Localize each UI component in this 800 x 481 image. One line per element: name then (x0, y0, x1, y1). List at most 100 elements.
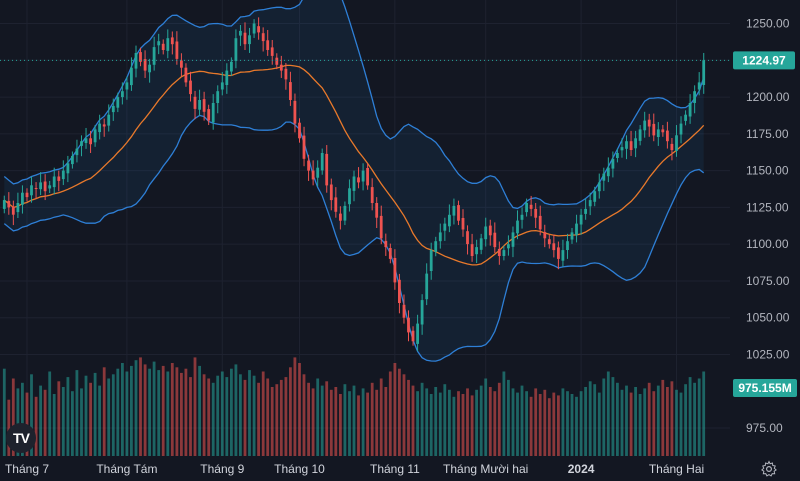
volume-bar (552, 392, 556, 456)
volume-bar (547, 398, 551, 456)
candle-body (652, 123, 656, 136)
candle-body (220, 82, 224, 90)
candle-body (302, 135, 306, 159)
candle-body (448, 214, 451, 227)
volume-bar (102, 367, 106, 456)
price-tick-label: 1125.00 (746, 200, 789, 214)
volume-bar (588, 381, 592, 456)
volume-bar (284, 377, 288, 456)
candle-body (84, 138, 88, 143)
volume-bar (220, 371, 224, 456)
candle-body (475, 247, 478, 255)
candle-body (543, 232, 547, 239)
candle-body (470, 244, 474, 256)
volume-bar (139, 357, 142, 456)
volume-bar (479, 385, 483, 456)
candle-body (670, 143, 674, 151)
volume-bar (475, 389, 478, 456)
tradingview-logo[interactable]: TV (6, 423, 36, 453)
volume-bar (597, 392, 601, 456)
settings-gear-icon[interactable] (760, 460, 778, 478)
candle-body (66, 163, 70, 174)
price-badges: 1224.97 975.155M (733, 51, 797, 397)
candle-body (361, 170, 365, 182)
volume-bar (684, 384, 687, 456)
volume-bar (161, 365, 165, 456)
volume-bar (325, 381, 329, 456)
candle-body (61, 170, 65, 180)
time-tick-label: 2024 (568, 462, 595, 476)
volume-bar (452, 396, 456, 456)
candle-body (93, 129, 97, 143)
volume-bar (493, 391, 497, 456)
volume-bar (675, 389, 678, 456)
volume-bar (252, 375, 256, 456)
volume-bar (329, 389, 333, 456)
candle-body (225, 70, 229, 85)
candle-body (80, 141, 83, 146)
volume-bar (634, 387, 637, 456)
price-tick-label: 1025.00 (746, 348, 790, 362)
volume-bar (529, 396, 533, 456)
volume-bar (216, 375, 220, 456)
candle-body (452, 205, 456, 216)
time-axis[interactable]: Tháng 7 Tháng Tám Tháng 9 Tháng 10 Tháng 11 T… (5, 462, 704, 476)
candle-body (675, 135, 678, 151)
volume-bar (593, 384, 597, 456)
candle-body (625, 141, 628, 149)
volume-bar (93, 372, 97, 456)
candle-body (148, 64, 151, 73)
candle-body (343, 205, 347, 221)
volume-bars (2, 357, 706, 456)
volume-bar (107, 378, 111, 456)
volume-bar (647, 382, 651, 456)
candle-body (243, 32, 247, 45)
volume-bar (334, 387, 338, 456)
volume-bar (61, 387, 65, 456)
candle-body (316, 167, 320, 178)
volume-bar (525, 391, 528, 456)
volume-bar (570, 394, 574, 456)
candle-body (102, 124, 106, 127)
candle-body (298, 122, 301, 139)
volume-bar (48, 371, 52, 456)
volume-bar (298, 363, 301, 456)
volume-bar (175, 367, 179, 456)
volume-bar (388, 371, 392, 456)
volume-bar (625, 385, 628, 456)
volume-bar (111, 374, 115, 456)
volume-bar (98, 385, 101, 456)
volume-bar (638, 394, 642, 456)
volume-bar (520, 385, 524, 456)
volume-bar (393, 363, 397, 456)
volume-bar (488, 387, 492, 456)
volume-bar (34, 396, 38, 456)
volume-bar (352, 385, 356, 456)
candle-body (48, 185, 52, 189)
volume-bar (116, 368, 120, 456)
volume-bar (470, 395, 474, 456)
candle-body (21, 192, 24, 205)
candle-body (557, 247, 560, 259)
price-tick-label: 1175.00 (746, 127, 789, 141)
volume-bar (502, 371, 506, 456)
candle-body (552, 243, 556, 251)
candle-body (284, 68, 288, 80)
candle-body (184, 67, 188, 83)
volume-bar (516, 392, 519, 456)
candle-body (130, 67, 133, 86)
volume-bar (448, 389, 451, 456)
candle-body (180, 60, 183, 68)
volume-bar (193, 357, 197, 456)
volume-bar (466, 388, 469, 456)
candle-body (261, 33, 265, 42)
volume-bar (279, 379, 283, 456)
price-axis[interactable]: 975.00 1025.00 1050.00 1075.00 1100.00 1125.0… (746, 17, 790, 436)
volume-bar (257, 382, 260, 456)
volume-bar (679, 392, 683, 456)
volume-bar (339, 394, 342, 456)
time-tick-label: Tháng 11 (370, 462, 420, 476)
candle-body (647, 119, 651, 127)
candle-body (379, 215, 383, 239)
